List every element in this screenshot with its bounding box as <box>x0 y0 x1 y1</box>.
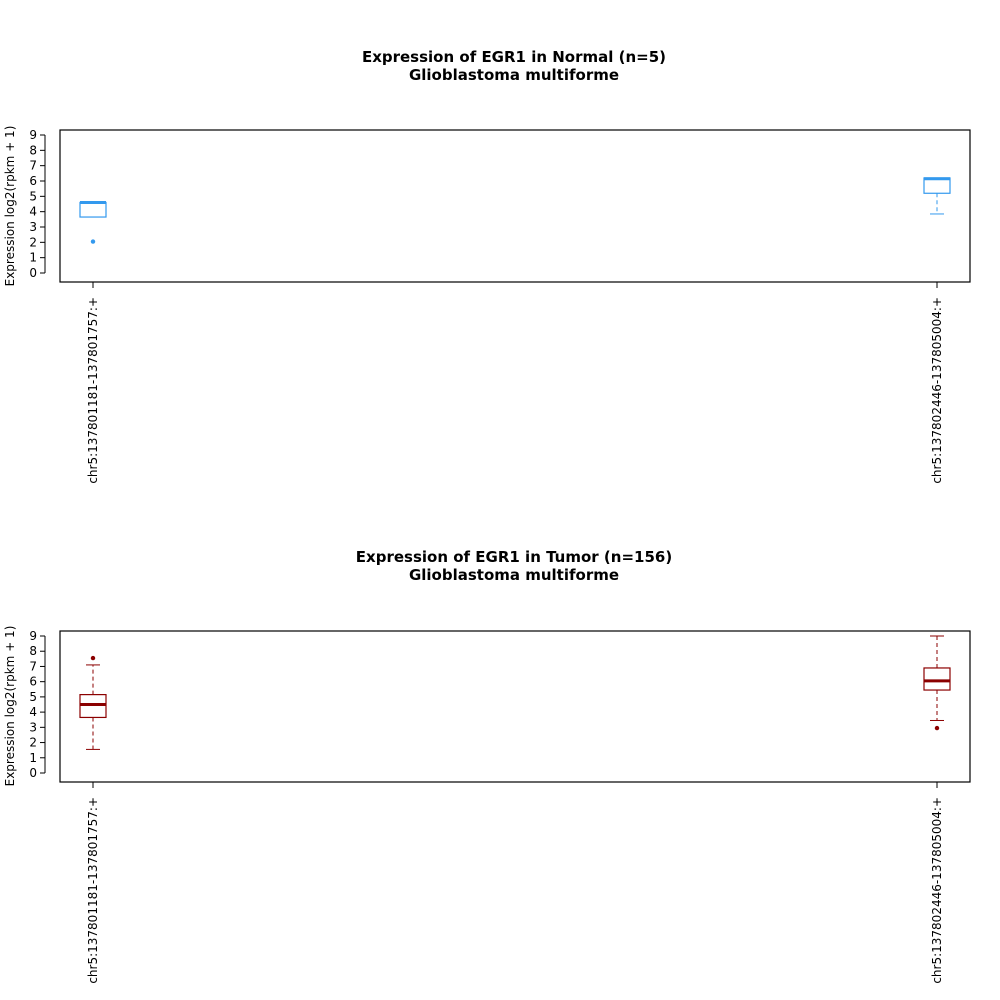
normal-x-tick-label-1: chr5:137802446-137805004:+ <box>930 297 944 484</box>
normal-y-axis-label: Expression log2(rpkm + 1) <box>3 126 17 287</box>
tumor-y-tick-label-1: 1 <box>29 751 37 765</box>
tumor-y-tick-label-2: 2 <box>29 736 37 750</box>
tumor-y-tick-label-6: 6 <box>29 675 37 689</box>
tumor-box-1-iqr-box <box>923 667 951 691</box>
tumor-box-0-iqr-box <box>79 694 107 719</box>
tumor-x-tick-label-0: chr5:137801181-137801757:+ <box>86 797 100 984</box>
normal-y-tick-label-5: 5 <box>29 189 37 203</box>
normal-y-tick-label-2: 2 <box>29 235 37 249</box>
tumor-y-tick-label-3: 3 <box>29 720 37 734</box>
tumor-y-tick-label-7: 7 <box>29 659 37 673</box>
tumor-box-0-outlier-0 <box>90 655 96 661</box>
tumor-y-tick-label-4: 4 <box>29 705 37 719</box>
normal-box-1-iqr-box <box>923 177 951 194</box>
tumor-box-1-outlier-0 <box>934 725 940 731</box>
tumor-y-tick-label-9: 9 <box>29 629 37 643</box>
tumor-chart-title: Expression of EGR1 in Tumor (n=156) <box>356 548 672 566</box>
normal-y-tick-label-8: 8 <box>29 143 37 157</box>
tumor-y-axis-label: Expression log2(rpkm + 1) <box>3 626 17 787</box>
normal-plot-frame <box>59 129 971 283</box>
normal-y-tick-label-7: 7 <box>29 159 37 173</box>
normal-y-tick-label-0: 0 <box>29 266 37 280</box>
tumor-plot-frame <box>59 630 971 783</box>
normal-y-tick-label-1: 1 <box>29 251 37 265</box>
tumor-y-tick-label-8: 8 <box>29 644 37 658</box>
normal-chart-title: Expression of EGR1 in Normal (n=5) <box>362 48 666 66</box>
normal-y-tick-label-3: 3 <box>29 220 37 234</box>
tumor-chart-subtitle: Glioblastoma multiforme <box>409 566 619 584</box>
tumor-x-tick-label-1: chr5:137802446-137805004:+ <box>930 797 944 984</box>
normal-box-0-outlier-0 <box>90 239 96 244</box>
normal-y-tick-label-6: 6 <box>29 174 37 188</box>
normal-box-0-iqr-box <box>79 201 107 218</box>
tumor-y-tick-label-0: 0 <box>29 766 37 780</box>
tumor-y-tick-label-5: 5 <box>29 690 37 704</box>
normal-x-tick-label-0: chr5:137801181-137801757:+ <box>86 297 100 484</box>
normal-y-tick-label-4: 4 <box>29 205 37 219</box>
normal-chart-subtitle: Glioblastoma multiforme <box>409 66 619 84</box>
normal-y-tick-label-9: 9 <box>29 128 37 142</box>
